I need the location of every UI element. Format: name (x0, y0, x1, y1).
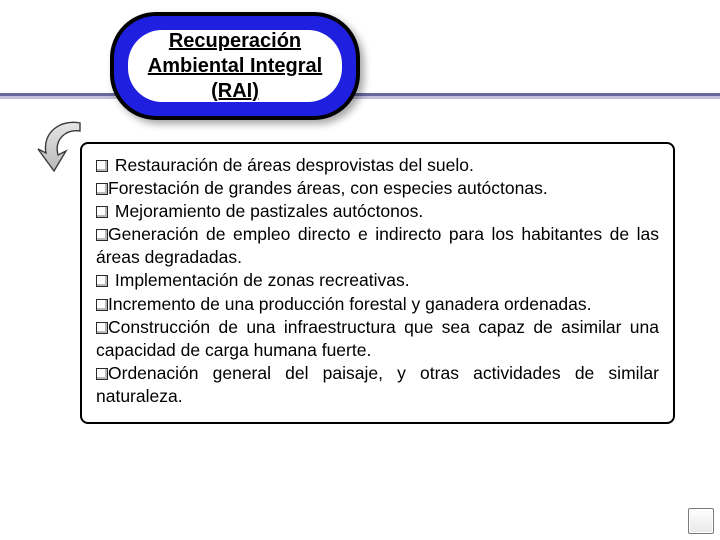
list-item-text: Construcción de una infraestructura que … (96, 317, 659, 360)
list-item-text: Incremento de una producción forestal y … (108, 294, 592, 314)
square-bullet-icon (96, 160, 108, 172)
square-bullet-icon (96, 275, 108, 287)
list-item: Mejoramiento de pastizales autóctonos. (96, 200, 659, 223)
list-item-text: Restauración de áreas desprovistas del s… (115, 155, 474, 175)
list-item-text: Forestación de grandes áreas, con especi… (108, 178, 548, 198)
list-item: Implementación de zonas recreativas. (96, 269, 659, 292)
square-bullet-icon (96, 229, 108, 241)
title-callout: Recuperación Ambiental Integral (RAI) (110, 12, 360, 120)
square-bullet-icon (96, 299, 108, 311)
horizontal-rule (0, 93, 720, 99)
square-bullet-icon (96, 368, 108, 380)
list-item: Incremento de una producción forestal y … (96, 293, 659, 316)
list-item: Construcción de una infraestructura que … (96, 316, 659, 362)
title-text: Recuperación Ambiental Integral (RAI) (148, 29, 322, 104)
list-item: Ordenación general del paisaje, y otras … (96, 362, 659, 408)
list-item-text: Generación de empleo directo e indirecto… (96, 224, 659, 267)
list-item-text: Mejoramiento de pastizales autóctonos. (115, 201, 423, 221)
corner-page-curl-icon (688, 508, 714, 534)
title-line-1: Recuperación (148, 29, 322, 54)
title-line-3: (RAI) (148, 79, 322, 104)
list-item-text: Implementación de zonas recreativas. (115, 270, 410, 290)
list-item: Forestación de grandes áreas, con especi… (96, 177, 659, 200)
list-item: Generación de empleo directo e indirecto… (96, 223, 659, 269)
square-bullet-icon (96, 322, 108, 334)
list-item-text: Ordenación general del paisaje, y otras … (96, 363, 659, 406)
title-line-2: Ambiental Integral (148, 54, 322, 79)
square-bullet-icon (96, 183, 108, 195)
list-item: Restauración de áreas desprovistas del s… (96, 154, 659, 177)
content-box: Restauración de áreas desprovistas del s… (80, 142, 675, 424)
hrule-light (0, 96, 720, 99)
square-bullet-icon (96, 206, 108, 218)
